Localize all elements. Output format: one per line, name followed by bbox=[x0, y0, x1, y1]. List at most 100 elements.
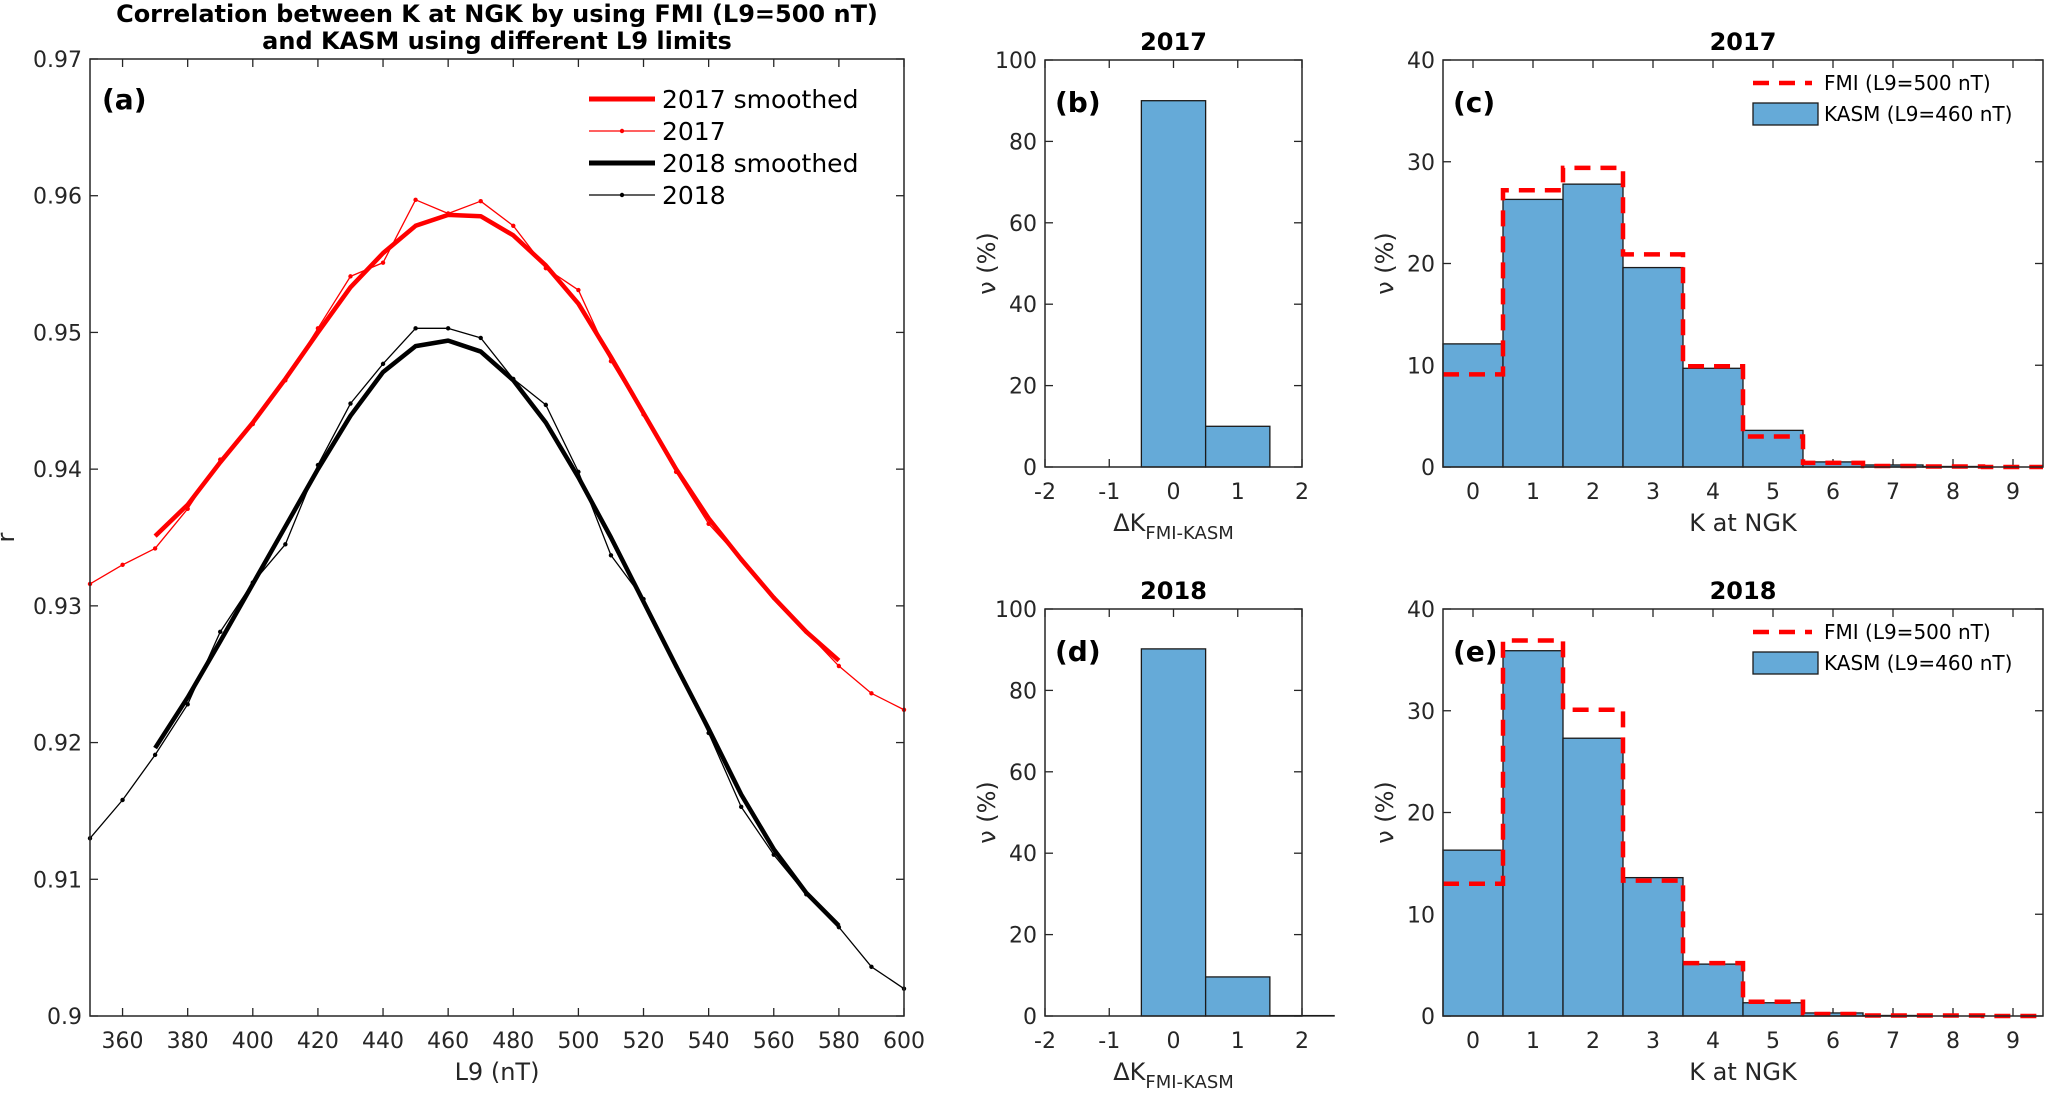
data-point bbox=[152, 752, 158, 758]
histogram-bar bbox=[1622, 266, 1684, 468]
x-tick-label: 580 bbox=[818, 1029, 860, 1054]
legend-label: FMI (L9=500 nT) bbox=[1824, 71, 1991, 95]
panel-label: (d) bbox=[1055, 635, 1101, 668]
data-point bbox=[673, 469, 679, 475]
panel-label: (c) bbox=[1453, 86, 1495, 119]
y-axis-label: ν (%) bbox=[1371, 781, 1399, 844]
data-point bbox=[608, 553, 614, 558]
x-tick-label: 0 bbox=[1167, 1029, 1181, 1054]
x-tick-label: 540 bbox=[688, 1029, 730, 1054]
data-point bbox=[576, 287, 581, 293]
x-tick-label: 360 bbox=[102, 1029, 144, 1054]
panel-title: 2017 bbox=[1140, 28, 1207, 56]
histogram-bar bbox=[1562, 737, 1624, 1017]
y-axis-label: ν (%) bbox=[973, 781, 1001, 844]
histogram-bar bbox=[1682, 963, 1744, 1017]
data-point bbox=[511, 376, 516, 382]
histogram-bar bbox=[1442, 343, 1504, 468]
x-axis-label-subscript: FMI-KASM bbox=[1145, 1072, 1233, 1093]
data-point bbox=[218, 457, 223, 462]
axes-frame bbox=[1442, 59, 2044, 468]
x-tick-label: 600 bbox=[883, 1029, 925, 1054]
histogram-bar bbox=[1562, 183, 1624, 468]
data-point bbox=[152, 546, 158, 551]
panel-e: 0 1 2 3 4 5 6 7 8 9 0 10 20 30 40 2018 (e) ν (%) K at NGK F… bbox=[1371, 577, 2044, 1086]
x-tick-label: 2 bbox=[1586, 480, 1600, 505]
x-axis-label-main: ΔK bbox=[1113, 1058, 1146, 1086]
y-tick-label: 40 bbox=[1407, 49, 1435, 74]
data-point bbox=[739, 557, 744, 562]
legend-label: 2017 bbox=[662, 117, 726, 146]
x-tick-label: 4 bbox=[1706, 1029, 1720, 1054]
y-tick-label: 0.94 bbox=[33, 458, 82, 483]
y-tick-label: 100 bbox=[995, 598, 1037, 623]
data-point bbox=[576, 469, 581, 475]
y-tick-label: 40 bbox=[1009, 842, 1037, 867]
legend-swatch-kasm bbox=[1752, 651, 1819, 675]
y-tick-label: 0 bbox=[1023, 456, 1037, 481]
y-tick-label: 20 bbox=[1407, 802, 1435, 827]
data-point bbox=[413, 326, 418, 331]
panel-title: 2018 bbox=[1140, 577, 1207, 605]
data-point bbox=[771, 595, 776, 600]
y-tick-label: 0.9 bbox=[47, 1005, 82, 1030]
legend-label: 2018 smoothed bbox=[662, 149, 858, 178]
data-point bbox=[869, 691, 874, 696]
x-tick-label: 8 bbox=[1946, 480, 1960, 505]
x-tick-label: 500 bbox=[557, 1029, 599, 1054]
histogram-bar bbox=[1502, 650, 1564, 1017]
y-axis-label-text: ν (%) bbox=[1371, 781, 1399, 844]
histogram-bar bbox=[1204, 425, 1271, 468]
y-tick-label: 80 bbox=[1009, 130, 1037, 155]
panel-title: 2018 bbox=[1710, 577, 1777, 605]
panel-label: (b) bbox=[1055, 86, 1101, 119]
x-tick-label: 380 bbox=[167, 1029, 209, 1054]
y-tick-label: 0.93 bbox=[33, 595, 82, 620]
x-axis-label-subscript: FMI-KASM bbox=[1145, 523, 1233, 544]
y-axis-label-text: ν (%) bbox=[973, 232, 1001, 295]
legend-label: KASM (L9=460 nT) bbox=[1824, 102, 2012, 126]
y-tick-label: 0.92 bbox=[33, 732, 82, 757]
y-axis-label-text: ν (%) bbox=[1371, 232, 1399, 295]
data-point bbox=[478, 198, 483, 204]
x-tick-label: 520 bbox=[623, 1029, 665, 1054]
data-point bbox=[641, 596, 646, 602]
data-point bbox=[804, 892, 809, 897]
x-tick-label: 1 bbox=[1526, 1029, 1540, 1054]
y-tick-label: 0.95 bbox=[33, 321, 82, 346]
x-axis-label: ΔKFMI-KASM bbox=[1113, 1058, 1234, 1093]
y-tick-label: 0 bbox=[1421, 456, 1435, 481]
series-line-2017-smoothed bbox=[153, 212, 841, 663]
x-tick-label: 7 bbox=[1886, 480, 1900, 505]
axes-frame bbox=[1442, 608, 2044, 1017]
y-tick-label: 60 bbox=[1009, 212, 1037, 237]
data-point bbox=[185, 702, 190, 707]
histogram-bar bbox=[1682, 367, 1744, 468]
y-tick-label: 20 bbox=[1009, 375, 1037, 400]
panel-title: 2017 bbox=[1710, 28, 1777, 56]
legend-label: FMI (L9=500 nT) bbox=[1824, 620, 1991, 644]
legend-label: 2018 bbox=[662, 181, 726, 210]
panel-a: 360 380 400 420 440 460 480 500 520 540 560 580 600 0… bbox=[0, 48, 925, 1086]
x-tick-label: 3 bbox=[1646, 1029, 1660, 1054]
data-point bbox=[706, 730, 711, 736]
data-point bbox=[511, 223, 516, 228]
x-tick-label: 480 bbox=[492, 1029, 534, 1054]
data-point bbox=[120, 797, 125, 803]
data-point bbox=[185, 506, 190, 511]
y-axis-label: r bbox=[0, 532, 20, 542]
x-tick-label: 6 bbox=[1826, 480, 1840, 505]
data-point bbox=[380, 361, 386, 367]
x-tick-label: 4 bbox=[1706, 480, 1720, 505]
y-axis-label: ν (%) bbox=[973, 232, 1001, 295]
legend-swatch-kasm bbox=[1752, 102, 1819, 126]
data-point bbox=[283, 542, 288, 547]
histogram-bar bbox=[1742, 1002, 1804, 1017]
y-tick-label: 10 bbox=[1407, 903, 1435, 928]
axes-frame bbox=[1044, 608, 1303, 1017]
data-point bbox=[348, 274, 353, 279]
x-tick-label: -1 bbox=[1098, 1029, 1120, 1054]
data-point bbox=[315, 462, 321, 468]
x-tick-label: 9 bbox=[2006, 1029, 2020, 1054]
x-tick-label: -2 bbox=[1034, 480, 1056, 505]
